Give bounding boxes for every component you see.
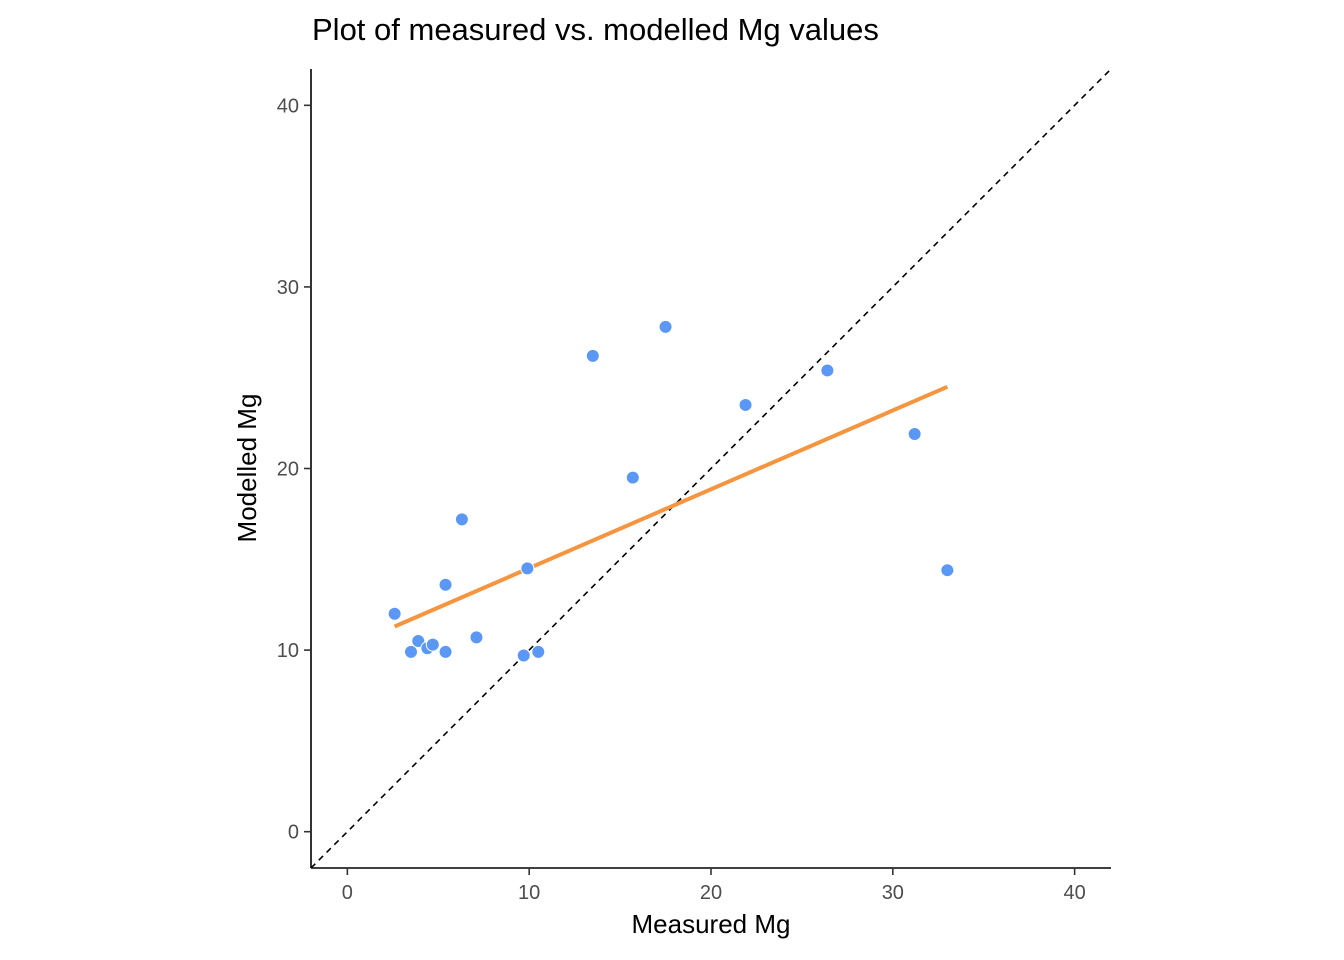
data-point	[625, 470, 640, 485]
data-point	[438, 577, 453, 592]
y-axis-label: Modelled Mg	[232, 394, 262, 543]
x-tick-label: 30	[882, 882, 904, 904]
chart-title: Plot of measured vs. modelled Mg values	[312, 12, 879, 47]
data-point	[738, 397, 753, 412]
x-axis-label: Measured Mg	[632, 909, 791, 939]
data-point	[658, 319, 673, 334]
data-point	[438, 644, 453, 659]
data-point	[387, 606, 402, 621]
x-tick-label: 10	[518, 882, 540, 904]
data-point	[907, 426, 922, 441]
data-point	[404, 644, 418, 659]
y-tick-label: 30	[277, 277, 299, 299]
y-tick-label: 10	[277, 640, 299, 662]
data-point	[531, 644, 546, 659]
data-point	[425, 637, 440, 652]
fit-line	[393, 384, 949, 629]
data-point	[411, 634, 426, 649]
x-tick-label: 0	[342, 882, 353, 904]
x-tick-label: 40	[1064, 882, 1086, 904]
data-point	[520, 561, 535, 576]
x-tick-label: 20	[700, 882, 722, 904]
identity-line	[310, 68, 1112, 869]
y-tick-label: 0	[288, 822, 299, 844]
data-point	[516, 648, 531, 663]
data-point	[454, 512, 469, 527]
data-point	[940, 563, 955, 578]
data-point	[469, 630, 484, 645]
data-point	[820, 363, 835, 378]
y-tick-label: 40	[277, 95, 299, 117]
y-tick-label: 20	[277, 459, 299, 481]
data-point	[585, 348, 600, 363]
